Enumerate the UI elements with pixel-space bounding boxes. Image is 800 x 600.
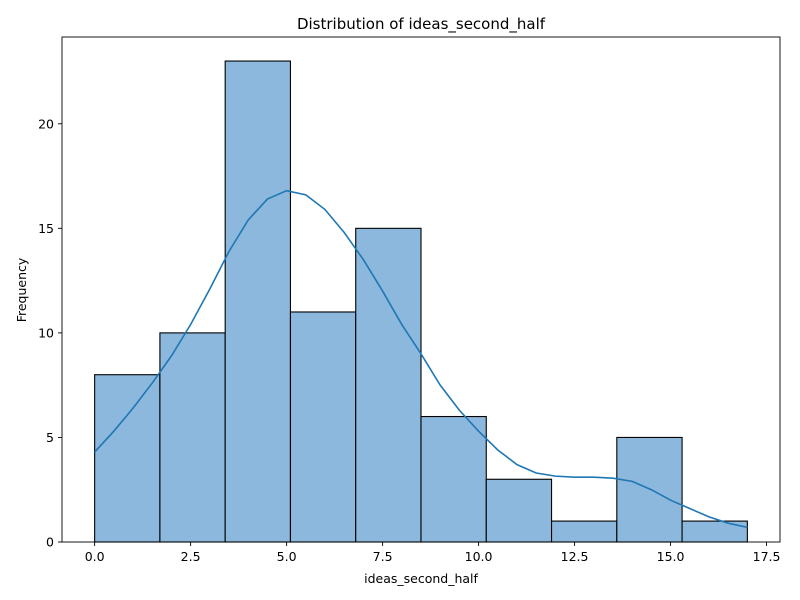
x-tick-label: 12.5 [561, 549, 589, 564]
y-axis-label: Frequency [14, 257, 29, 322]
histogram-bar-3 [224, 60, 292, 543]
x-tick-label: 7.5 [373, 549, 393, 564]
chart-title: Distribution of ideas_second_half [297, 15, 546, 34]
y-tick-label: 15 [38, 221, 54, 236]
x-tick-label: 15.0 [657, 549, 685, 564]
x-tick-label: 0.0 [85, 549, 105, 564]
x-tick-label: 17.5 [753, 549, 781, 564]
x-tick-label: 5.0 [277, 549, 297, 564]
histogram-bar-4 [289, 311, 357, 543]
histogram-bar-1 [94, 374, 161, 543]
kde-line [94, 189, 748, 529]
histogram-bar-8 [550, 520, 618, 543]
y-tick-label: 0 [46, 535, 54, 550]
plot-frame [61, 36, 781, 543]
x-tick-label: 2.5 [181, 549, 201, 564]
y-tick-label: 20 [38, 116, 54, 131]
histogram-bar-2 [159, 332, 226, 543]
bars [94, 60, 748, 543]
y-tick-label: 10 [38, 325, 54, 340]
y-axis-ticks: 0 5 10 15 20 [38, 116, 62, 550]
histogram-bar-6 [420, 415, 487, 543]
histogram-bar-5 [355, 227, 422, 543]
x-tick-label: 10.0 [465, 549, 493, 564]
x-axis-label: ideas_second_half [364, 571, 478, 586]
histogram-bar-7 [485, 478, 553, 543]
histogram-bar-10 [681, 520, 748, 543]
x-axis-ticks: 0.0 2.5 5.0 7.5 10.0 12.5 15.0 17.5 [85, 542, 781, 564]
y-tick-label: 5 [46, 430, 54, 445]
